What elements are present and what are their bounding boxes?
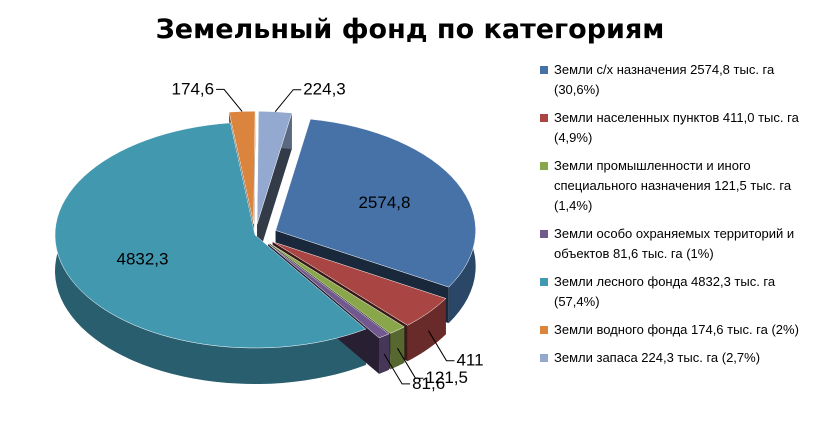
- pie-slice-земли-с-х-назначения: [275, 118, 476, 288]
- legend-label: Земли населенных пунктов 411,0 тыс. га (…: [554, 110, 799, 145]
- leader-line: [397, 347, 424, 379]
- legend-swatch: [540, 66, 548, 74]
- legend-swatch: [540, 278, 548, 286]
- legend-swatch: [540, 326, 548, 334]
- data-label-земли-с-х-назначения: 2574,8: [358, 193, 410, 212]
- legend-label: Земли особо охраняемых территорий и объе…: [554, 226, 795, 261]
- legend-item: Земли водного фонда 174,6 тыс. га (2%): [540, 320, 820, 340]
- legend-item: Земли с/х назначения 2574,8 тыс. га (30,…: [540, 60, 820, 100]
- legend-swatch: [540, 230, 548, 238]
- data-label-земли-населенных-пунктов: 411: [456, 351, 483, 370]
- legend-label: Земли с/х назначения 2574,8 тыс. га (30,…: [554, 62, 775, 97]
- legend-swatch: [540, 114, 548, 122]
- pie-slice-земли-промышленности-и-иного-специального-назначения: [269, 243, 405, 334]
- leader-line: [428, 330, 455, 362]
- data-label-земли-промышленности-и-иного-специального-назначения: 121,5: [425, 368, 468, 387]
- data-label-земли-лесного-фонда: 4832,3: [116, 250, 168, 269]
- leader-line: [274, 89, 302, 113]
- legend-label: Земли водного фонда 174,6 тыс. га (2%): [554, 322, 799, 337]
- legend-swatch: [540, 162, 548, 170]
- legend-item: Земли лесного фонда 4832,3 тыс. га (57,4…: [540, 272, 820, 312]
- legend-item: Земли промышленности и иного специальног…: [540, 156, 820, 216]
- pie-slice-земли-водного-фонда: [228, 110, 256, 225]
- legend-label: Земли запаса 224,3 тыс. га (2,7%): [554, 350, 761, 365]
- legend-item: Земли особо охраняемых территорий и объе…: [540, 224, 820, 264]
- legend-item: Земли запаса 224,3 тыс. га (2,7%): [540, 348, 820, 368]
- legend-label: Земли промышленности и иного специальног…: [554, 158, 792, 213]
- legend-label: Земли лесного фонда 4832,3 тыс. га (57,4…: [554, 274, 776, 309]
- pie-slice-земли-населенных-пунктов: [272, 241, 447, 326]
- data-label-земли-особо-охраняемых-территорий-и-объектов: 81,6: [412, 374, 445, 393]
- legend: Земли с/х назначения 2574,8 тыс. га (30,…: [540, 60, 820, 376]
- data-label-земли-водного-фонда: 174,6: [172, 79, 215, 98]
- pie-slice-земли-особо-охраняемых-территорий-и-объектов: [268, 243, 390, 339]
- leader-line: [383, 353, 411, 385]
- chart-title: Земельный фонд по категориям: [155, 14, 665, 45]
- legend-swatch: [540, 354, 548, 362]
- data-label-земли-запаса: 224,3: [303, 80, 346, 99]
- legend-item: Земли населенных пунктов 411,0 тыс. га (…: [540, 108, 820, 148]
- pie-slice-земли-лесного-фонда: [54, 122, 367, 349]
- leader-line: [216, 88, 243, 112]
